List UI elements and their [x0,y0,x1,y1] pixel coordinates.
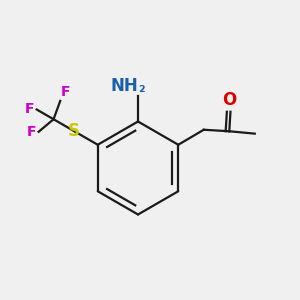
Text: NH: NH [110,76,138,94]
Text: ₂: ₂ [139,80,145,94]
Text: S: S [68,122,80,140]
Text: F: F [25,102,34,116]
Text: F: F [61,85,70,98]
Text: O: O [222,91,236,110]
Text: F: F [27,125,36,140]
